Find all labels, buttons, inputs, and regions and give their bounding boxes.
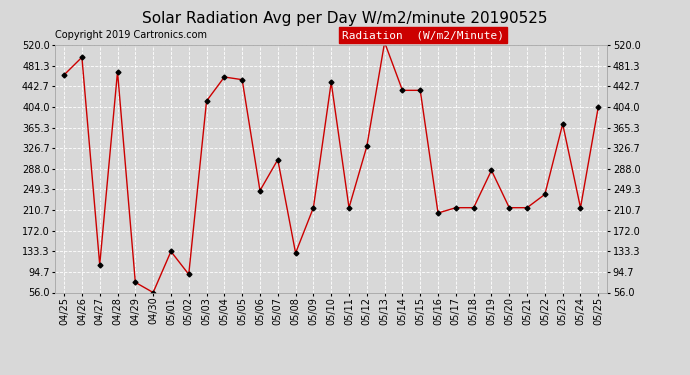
Text: Copyright 2019 Cartronics.com: Copyright 2019 Cartronics.com (55, 30, 207, 40)
Text: Solar Radiation Avg per Day W/m2/minute 20190525: Solar Radiation Avg per Day W/m2/minute … (142, 11, 548, 26)
Text: Radiation  (W/m2/Minute): Radiation (W/m2/Minute) (342, 30, 504, 40)
